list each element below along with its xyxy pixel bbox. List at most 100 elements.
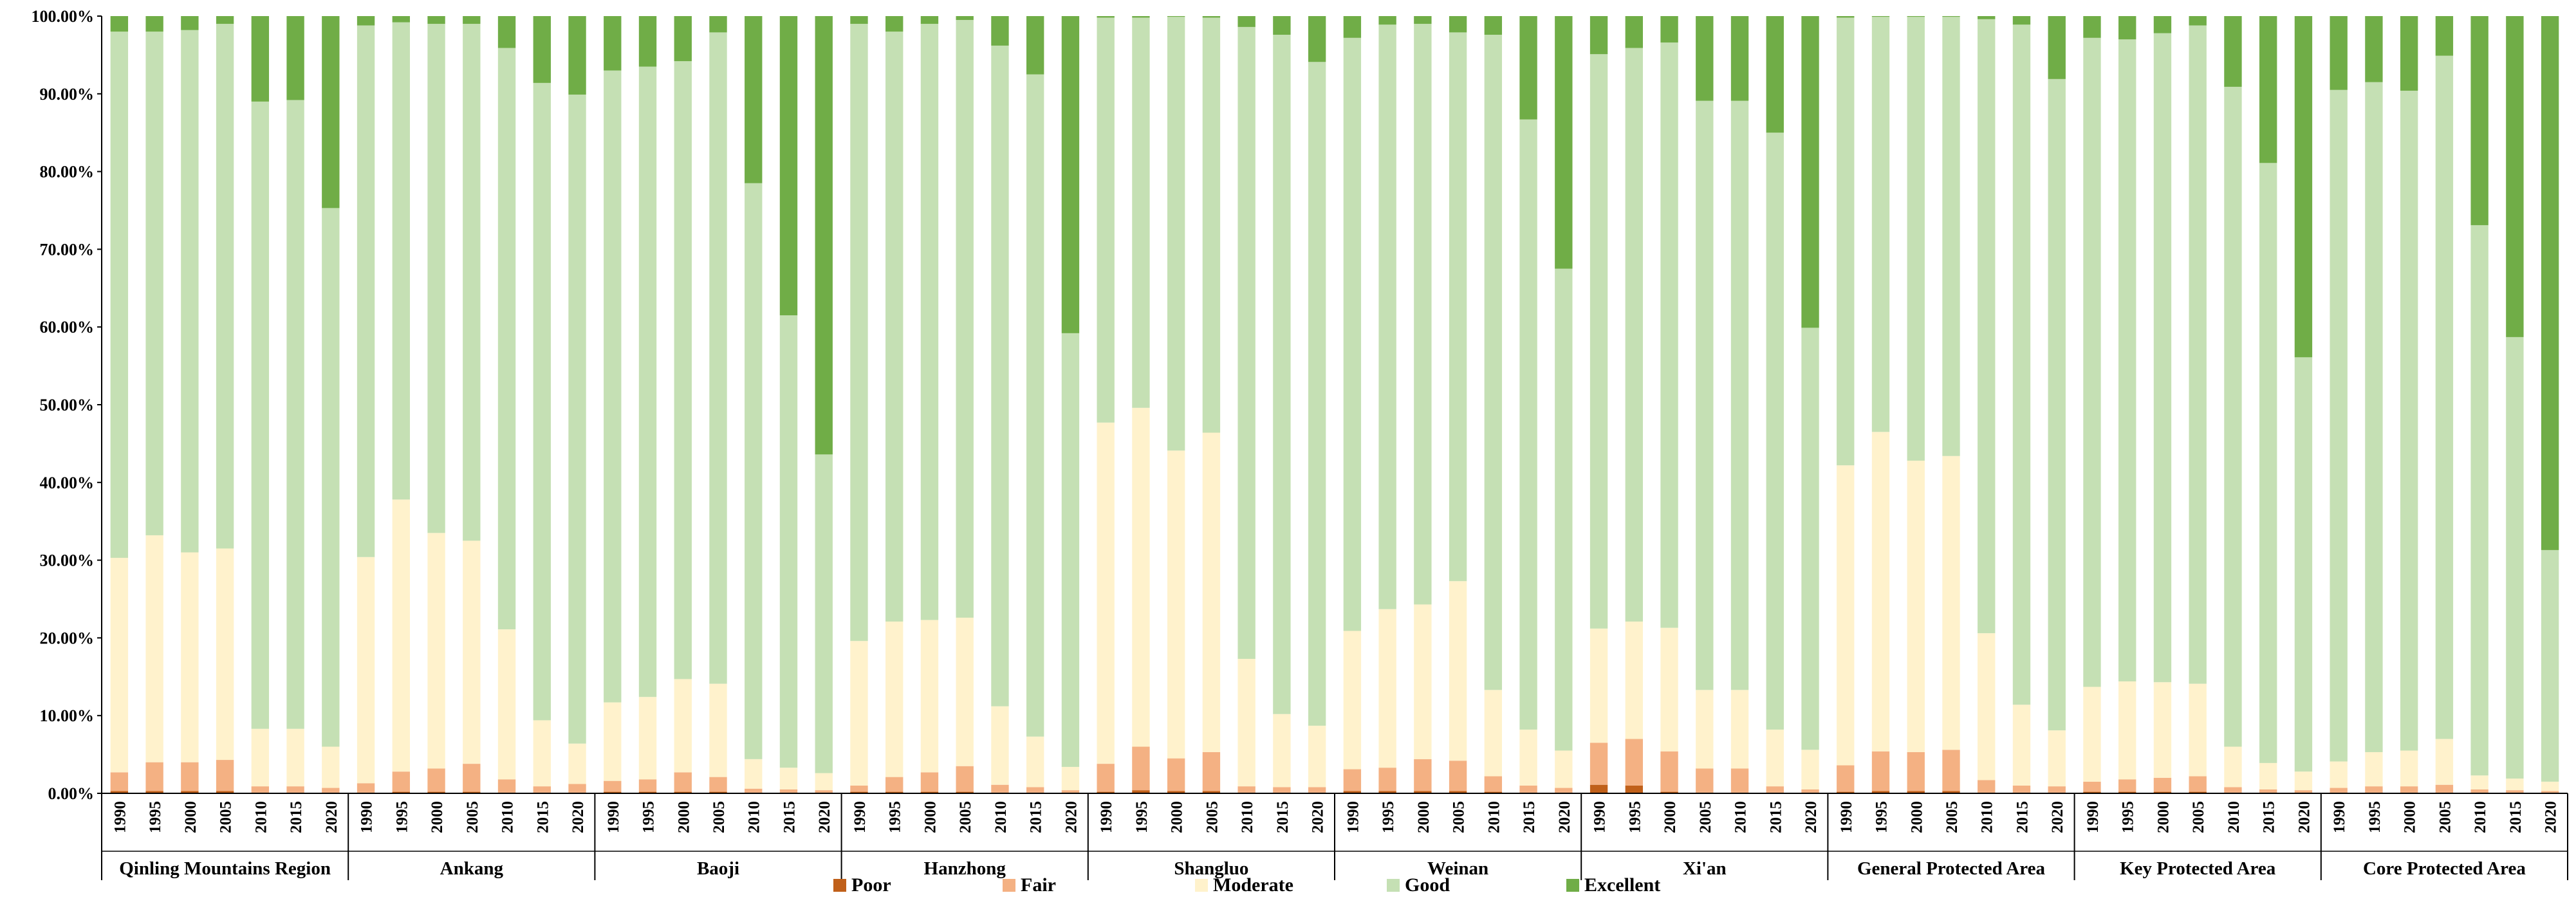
bar-segment: Qinling Mountains Region 2010 Moderate: …	[251, 728, 270, 787]
bar-segment: General Protected Area 2010 Moderate: 18…	[1978, 633, 1996, 780]
bar-segment: Shangluo 2010 Fair: 0.8%	[1237, 786, 1256, 793]
bar-segment: General Protected Area 2000 Excellent: 0…	[1907, 16, 1925, 17]
bar-segment: Qinling Mountains Region 1990 Moderate: …	[110, 557, 129, 773]
bar-segment: Qinling Mountains Region 2015 Moderate: …	[286, 728, 304, 787]
bar-segment: Baoji 2000 Good: 79.5%	[674, 61, 692, 679]
group-label: Shangluo	[1174, 858, 1248, 879]
x-tick-label: 2005	[957, 801, 974, 833]
bar-segment: Hanzhong 1995 Good: 75.9%	[885, 32, 903, 622]
bar-segment: Key Protected Area 1990 Excellent: 2.8%	[2083, 16, 2101, 38]
bar-segment: Shangluo 2000 Good: 55.8%	[1167, 17, 1185, 451]
bar-segment: Shangluo 2015 Moderate: 9.4%	[1273, 714, 1291, 788]
group-label: Baoji	[697, 858, 739, 879]
x-tick-label: 2010	[1979, 801, 1996, 833]
bar-segment: Ankang 2005 Poor: 0.2%	[463, 791, 481, 793]
bar-segment: Hanzhong 1990 Good: 79.4%	[850, 24, 868, 641]
bar-segment: Hanzhong 1990 Fair: 0.8%	[850, 785, 868, 792]
x-tick-label: 2010	[499, 801, 517, 833]
group-label: General Protected Area	[1857, 858, 2046, 879]
x-tick-label: 2005	[218, 801, 235, 833]
bar-segment: Weinan 1995 Fair: 3%	[1378, 768, 1396, 791]
x-tick-label: 2015	[1767, 801, 1784, 833]
bar-segment: Hanzhong 2000 Fair: 2.5%	[920, 772, 939, 792]
bar-segment: Key Protected Area 2005 Poor: 0.2%	[2189, 791, 2207, 793]
bar-segment: Hanzhong 2015 Good: 85.2%	[1026, 74, 1044, 737]
bar-segment: Xi'an 1995 Poor: 1%	[1625, 785, 1643, 793]
bar-segment: Key Protected Area 2015 Moderate: 3.4%	[2259, 762, 2277, 789]
bar-segment: Hanzhong 2000 Good: 76.7%	[920, 24, 939, 620]
bar-segment: Core Protected Area 2005 Fair: 1%	[2435, 784, 2454, 793]
x-tick-label: 2020	[323, 801, 340, 833]
bar-segment: Shangluo 1990 Moderate: 43.9%	[1097, 422, 1115, 764]
legend-label: Good	[1405, 874, 1450, 896]
bar-segment: Core Protected Area 2015 Moderate: 1.5%	[2506, 779, 2524, 791]
bar-segment: Weinan 1995 Excellent: 1.1%	[1378, 16, 1396, 25]
bar-segment: Weinan 2015 Good: 78.5%	[1519, 119, 1537, 730]
x-tick-label: 2010	[1485, 801, 1503, 833]
bar-segment: Qinling Mountains Region 2020 Moderate: …	[322, 746, 340, 788]
bar-segment: Qinling Mountains Region 1990 Fair: 2.4%	[110, 772, 129, 791]
bar-segment: Weinan 2000 Excellent: 1%	[1414, 16, 1432, 24]
bar-segment: Shangluo 2020 Fair: 0.7%	[1308, 787, 1326, 793]
group-label: Ankang	[440, 858, 504, 879]
bar-segment: Weinan 2005 Moderate: 23.1%	[1449, 581, 1467, 761]
x-tick-label: 1990	[111, 801, 129, 833]
group-label: Key Protected Area	[2120, 858, 2276, 879]
legend-label: Fair	[1021, 874, 1056, 896]
bar-segment: Shangluo 2005 Fair: 5%	[1202, 752, 1221, 791]
bar-segment: Weinan 2020 Good: 62%	[1555, 268, 1573, 751]
legend-swatch	[1003, 879, 1015, 892]
bar-segment: Key Protected Area 2000 Excellent: 2.2%	[2153, 16, 2172, 33]
x-tick-label: 2020	[1062, 801, 1080, 833]
x-tick-label: 1995	[1133, 801, 1151, 833]
bar-segment: Xi'an 2000 Good: 75.3%	[1660, 42, 1678, 628]
bar-segment: Baoji 2020 Excellent: 56.4%	[815, 16, 833, 455]
bar-segment: Qinling Mountains Region 2005 Good: 67.5…	[216, 24, 234, 549]
bar-segment: Weinan 2010 Excellent: 2.4%	[1484, 16, 1503, 35]
bar-segment: Hanzhong 2020 Good: 55.8%	[1061, 333, 1080, 767]
bar-segment: Weinan 2015 Excellent: 13.3%	[1519, 16, 1537, 120]
bar-group: Hanzhong 1990 Poor: 0.2%Hanzhong 1990 Fa…	[850, 16, 1080, 793]
bar-segment: Key Protected Area 1990 Moderate: 12.2%	[2083, 687, 2101, 782]
bar-segment: Baoji 2020 Fair: 0.3%	[815, 790, 833, 793]
bar-segment: Key Protected Area 1990 Poor: 0.2%	[2083, 791, 2101, 793]
bar-segment: Xi'an 2010 Excellent: 10.9%	[1730, 16, 1749, 101]
bar-segment: Xi'an 2005 Excellent: 10.9%	[1696, 16, 1714, 101]
bar-segment: Weinan 2005 Fair: 3.9%	[1449, 761, 1467, 791]
bar-segment: Shangluo 2020 Excellent: 5.9%	[1308, 16, 1326, 62]
bar-segment: General Protected Area 1990 Excellent: 0…	[1837, 16, 1855, 18]
x-tick-label: 2020	[2543, 801, 2560, 833]
bar-segment: Qinling Mountains Region 2000 Moderate: …	[181, 552, 199, 762]
bar-segment: Ankang 2005 Good: 66.5%	[463, 24, 481, 541]
bar-segment: Baoji 1995 Poor: 0.2%	[638, 791, 657, 793]
bar-segment: Qinling Mountains Region 2010 Excellent:…	[251, 16, 270, 102]
bar-segment: Hanzhong 2005 Fair: 3.3%	[956, 766, 974, 792]
bar-segment: Ankang 1995 Moderate: 35%	[392, 499, 410, 772]
bar-segment: Baoji 2005 Fair: 1.9%	[709, 777, 727, 792]
bar-segment: Qinling Mountains Region 2005 Poor: 0.3%	[216, 791, 234, 793]
bar-segment: Baoji 2005 Excellent: 2.1%	[709, 16, 727, 33]
bar-segment: Hanzhong 2000 Moderate: 19.6%	[920, 620, 939, 773]
x-tick-label: 2005	[710, 801, 728, 833]
bar-segment: Hanzhong 2015 Moderate: 6.5%	[1026, 736, 1044, 788]
bar-segment: Shangluo 1995 Good: 50.2%	[1132, 17, 1150, 408]
bar-segment: Shangluo 2000 Fair: 4.2%	[1167, 758, 1185, 791]
x-axis: 1990 1995 2000 2005 2010 2015 2020 Qinling Moun…	[101, 793, 2568, 880]
x-tick-label: 2010	[2472, 801, 2489, 833]
bar-segment: Qinling Mountains Region 2010 Fair: 0.8%	[251, 786, 270, 793]
x-tick-label: 1990	[358, 801, 376, 833]
bar-segment: Qinling Mountains Region 2000 Fair: 3.7%	[181, 762, 199, 791]
bar-segment: Xi'an 1995 Excellent: 4.1%	[1625, 16, 1643, 48]
x-tick-label: 1990	[1098, 801, 1115, 833]
bar-group: Baoji 1990 Poor: 0.2%Baoji 1990 Fair: 1.…	[604, 16, 833, 793]
bar-segment: Shangluo 2015 Excellent: 2.4%	[1273, 16, 1291, 35]
bar-segment: Qinling Mountains Region 1995 Moderate: …	[145, 535, 163, 762]
bar-segment: Weinan 1995 Poor: 0.3%	[1378, 791, 1396, 793]
bar-segment: Xi'an 2005 Good: 75.8%	[1696, 100, 1714, 690]
x-tick-label: 2020	[1310, 801, 1327, 833]
x-tick-label: 1990	[851, 801, 869, 833]
bar-segment: Core Protected Area 2015 Fair: 0.3%	[2506, 790, 2524, 793]
bar-segment: Shangluo 2000 Excellent: 0.1%	[1167, 16, 1185, 17]
